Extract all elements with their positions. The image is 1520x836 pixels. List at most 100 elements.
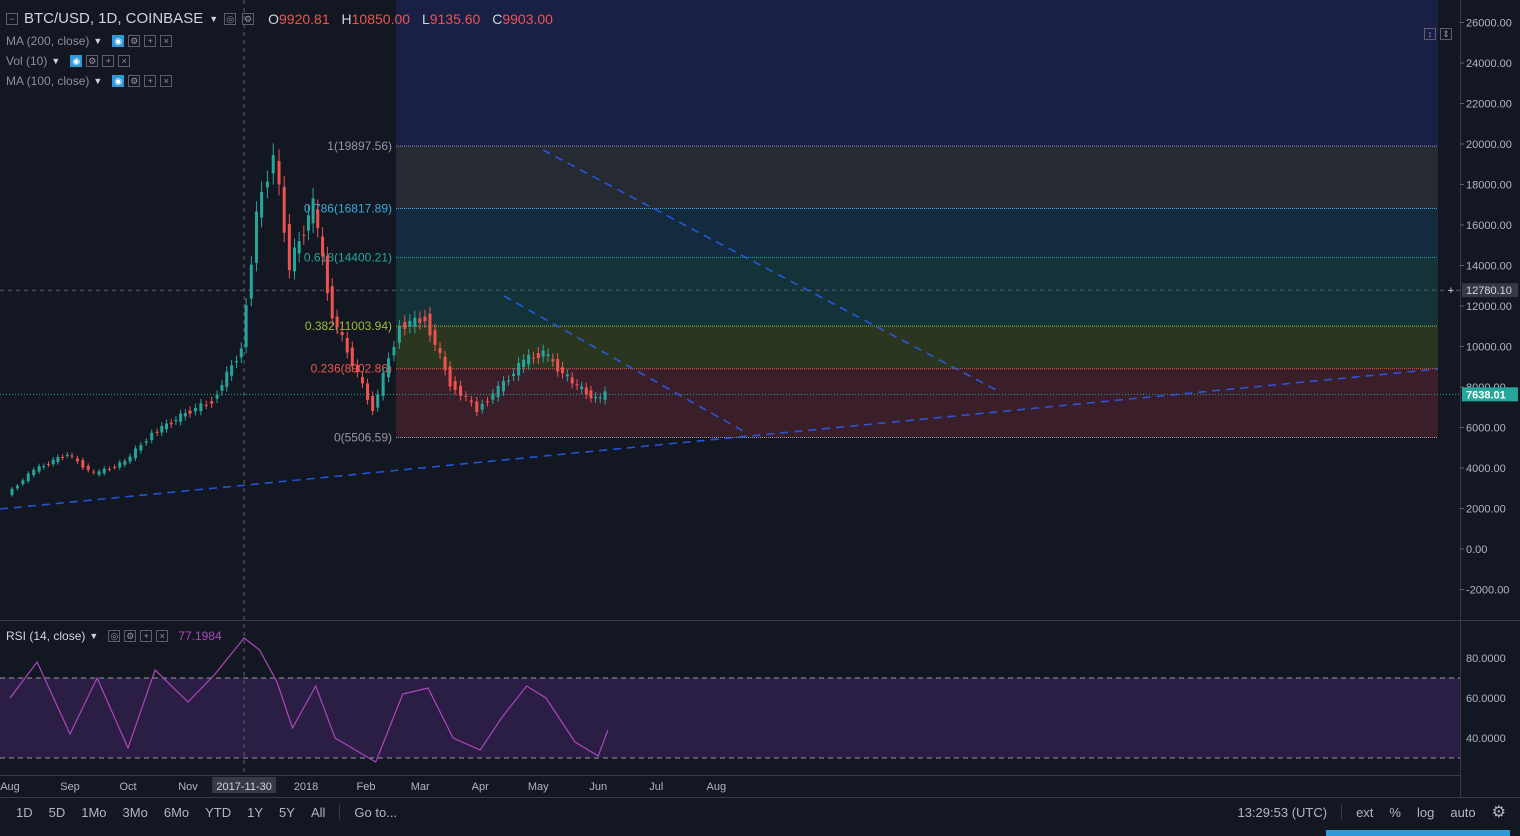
candle-body	[453, 381, 457, 391]
candle-body	[376, 394, 380, 408]
scroll-indicator[interactable]	[1326, 830, 1510, 836]
close-icon[interactable]: ×	[118, 55, 131, 67]
chevron-down-icon[interactable]: ▼	[93, 76, 103, 86]
trendline-support[interactable]	[0, 368, 1439, 510]
candle-body	[459, 385, 463, 396]
indicator-volume[interactable]: Vol (10) ▼ ◉ ⚙ + ×	[6, 54, 131, 68]
range-3mo[interactable]: 3Mo	[122, 804, 148, 820]
candle-body	[254, 211, 258, 263]
fib-zone	[396, 257, 1438, 327]
candle-body	[102, 468, 106, 474]
percent-toggle[interactable]: %	[1389, 804, 1401, 820]
indicator-ma100[interactable]: MA (100, close) ▼ ◉ ⚙ + ×	[6, 74, 173, 88]
candle-body	[234, 361, 238, 363]
crosshair-price-label: 12780.10	[1466, 285, 1512, 297]
settings-icon[interactable]: ⚙	[242, 12, 255, 25]
rsi-band	[0, 678, 1460, 758]
close-label: C	[492, 10, 503, 27]
candle-body	[26, 473, 30, 482]
plus-icon[interactable]: +	[1448, 285, 1454, 297]
indicator-ma200[interactable]: MA (200, close) ▼ ◉ ⚙ + ×	[6, 34, 173, 48]
close-icon[interactable]: ×	[160, 75, 173, 87]
candle-body	[507, 380, 511, 382]
trendline-channel[interactable]	[503, 295, 746, 433]
range-1mo[interactable]: 1Mo	[81, 804, 107, 820]
ohlc-readout: O9920.81 H10850.00 L9135.60 C9903.00	[260, 11, 553, 27]
rsi-axis-tick: 80.0000	[1466, 653, 1506, 665]
fib-level-label: 0.618(14400.21)	[304, 250, 392, 264]
range-6mo[interactable]: 6Mo	[163, 804, 190, 820]
candle-body	[325, 255, 329, 294]
plus-icon[interactable]: +	[144, 75, 157, 87]
indicator-label[interactable]: MA (200, close)	[6, 34, 90, 48]
candle-body	[546, 354, 550, 356]
candle-body	[340, 332, 344, 336]
candle-body	[113, 466, 117, 468]
eye-icon[interactable]: ◉	[112, 75, 125, 87]
range-5y[interactable]: 5Y	[279, 804, 295, 820]
settings-icon[interactable]: ⚙	[124, 630, 137, 642]
chevron-down-icon[interactable]: ▼	[89, 631, 99, 641]
gear-icon[interactable]: ⚙	[1491, 804, 1506, 821]
range-all[interactable]: All	[310, 804, 326, 820]
indicator-label[interactable]: Vol (10)	[6, 54, 48, 68]
chevron-down-icon[interactable]: ▼	[209, 13, 219, 24]
price-axis-tick: 24000.00	[1466, 58, 1512, 70]
range-1y[interactable]: 1Y	[247, 804, 264, 820]
settings-icon[interactable]: ⚙	[128, 35, 141, 47]
log-toggle[interactable]: log	[1416, 804, 1435, 820]
rsi-legend[interactable]: RSI (14, close) ▼ ◎ ⚙ + × 77.1984	[6, 629, 222, 643]
collapse-icon[interactable]: −	[6, 12, 18, 25]
chevron-down-icon[interactable]: ▼	[51, 56, 61, 66]
plus-icon[interactable]: +	[140, 630, 153, 642]
candle-body	[475, 401, 479, 412]
candle-body	[522, 359, 526, 368]
trendline-resistance[interactable]	[542, 149, 1001, 393]
price-axis-tick: 16000.00	[1466, 220, 1512, 232]
fib-level-label: 0.236(8902.86)	[311, 362, 392, 376]
fib-level-label: 0.786(16817.89)	[304, 201, 392, 215]
candle-body	[204, 404, 208, 406]
time-axis-label: Nov	[178, 781, 198, 793]
rsi-label[interactable]: RSI (14, close)	[6, 629, 86, 643]
settings-icon[interactable]: ⚙	[128, 75, 141, 87]
chevron-down-icon[interactable]: ▼	[93, 36, 103, 46]
clock[interactable]: 13:29:53 (UTC)	[1237, 804, 1328, 820]
range-1d[interactable]: 1D	[16, 804, 33, 820]
range-5d[interactable]: 5D	[48, 804, 66, 820]
price-axis-tick: 22000.00	[1466, 99, 1512, 111]
candle-body	[260, 191, 264, 218]
candle-body	[433, 330, 437, 345]
symbol-title[interactable]: BTC/USD, 1D, COINBASE	[24, 10, 204, 27]
eye-icon[interactable]: ◉	[70, 55, 83, 67]
range-ytd[interactable]: YTD	[205, 804, 232, 820]
plus-icon[interactable]: +	[102, 55, 115, 67]
time-axis-label: Aug	[0, 781, 20, 793]
candle-body	[561, 367, 565, 374]
settings-icon[interactable]: ⚙	[86, 55, 99, 67]
fib-zone	[396, 368, 1438, 438]
indicator-label[interactable]: MA (100, close)	[6, 74, 90, 88]
close-icon[interactable]: ×	[156, 630, 169, 642]
candle-body	[584, 387, 588, 395]
arrow-up-down-icon[interactable]: ↕	[1424, 28, 1436, 40]
visibility-icon[interactable]: ◎	[224, 12, 237, 25]
toolbar-divider	[1341, 804, 1343, 820]
goto-button[interactable]: Go to...	[354, 804, 398, 820]
ext-toggle[interactable]: ext	[1356, 804, 1374, 820]
eye-icon[interactable]: ◉	[112, 35, 125, 47]
visibility-icon[interactable]: ◎	[108, 630, 121, 642]
close-icon[interactable]: ×	[160, 35, 173, 47]
candle-body	[387, 358, 391, 378]
maximize-icon[interactable]: ⇕	[1440, 28, 1452, 40]
open-value: 9920.81	[279, 10, 330, 27]
rsi-axis-tick: 60.0000	[1466, 693, 1506, 705]
candle-body	[413, 317, 417, 327]
auto-toggle[interactable]: auto	[1450, 804, 1476, 820]
rsi-line[interactable]	[9, 637, 609, 763]
plus-icon[interactable]: +	[144, 35, 157, 47]
candle-body	[360, 376, 364, 384]
candle-body	[536, 353, 540, 359]
crosshair-date-box	[212, 777, 277, 793]
